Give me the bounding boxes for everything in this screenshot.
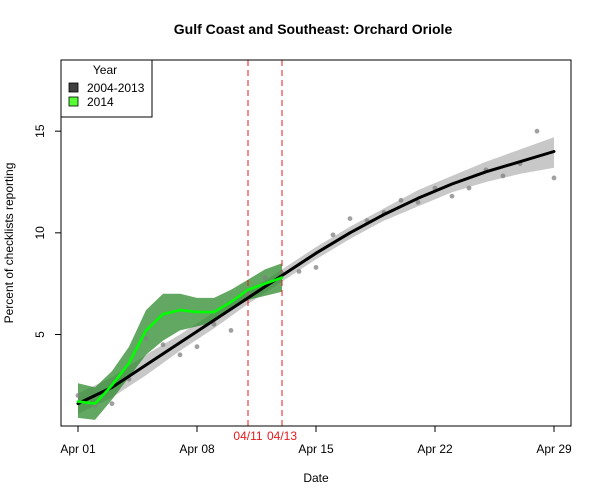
y-tick-label: 10 [33, 226, 47, 240]
data-point [466, 185, 472, 191]
data-point [245, 291, 251, 297]
data-point [160, 342, 166, 348]
ref-line-label: 04/11 [233, 429, 262, 443]
data-point [551, 175, 557, 181]
x-axis-label: Date [303, 471, 329, 485]
reference-lines: 04/11 04/13 [233, 60, 297, 443]
y-axis: 5 10 15 [33, 124, 61, 338]
x-tick-label: Apr 15 [298, 442, 334, 456]
legend-label-2014: 2014 [87, 95, 114, 109]
series-line-2004-2013 [76, 150, 556, 406]
data-point [500, 173, 506, 179]
data-point [534, 128, 540, 134]
x-tick-label: Apr 08 [179, 442, 215, 456]
x-tick-label: Apr 01 [60, 442, 96, 456]
x-axis: Apr 01 Apr 08 Apr 15 Apr 22 Apr 29 [60, 426, 572, 456]
series-line-2014 [76, 276, 284, 405]
data-point [228, 328, 234, 333]
x-tick-label: Apr 29 [536, 442, 572, 456]
legend-swatch-2014 [68, 96, 79, 107]
chart-title: Gulf Coast and Southeast: Orchard Oriole [174, 21, 453, 37]
data-point [347, 216, 353, 222]
legend-label-2004-2013: 2004-2013 [87, 81, 145, 95]
data-point [194, 344, 200, 350]
data-point [75, 393, 81, 398]
data-point [398, 197, 404, 203]
band-2004-2013 [78, 137, 554, 414]
confidence-bands [78, 137, 554, 420]
data-point [296, 269, 302, 274]
y-tick-label: 5 [33, 331, 47, 338]
data-point [109, 401, 115, 407]
legend-swatch-2004-2013 [68, 82, 79, 93]
data-point [449, 193, 455, 199]
data-point [330, 232, 336, 238]
series-lines [76, 150, 556, 406]
x-tick-label: Apr 22 [417, 442, 453, 456]
data-point [313, 265, 319, 270]
ref-line-label: 04/13 [267, 429, 297, 443]
data-point [262, 275, 268, 280]
legend: Year 2004-2013 2014 [60, 59, 153, 118]
data-point [415, 199, 421, 205]
y-axis-label: Percent of checklists reporting [2, 163, 16, 324]
data-point [177, 352, 183, 358]
data-point [211, 321, 217, 327]
data-point [143, 336, 149, 341]
legend-title: Year [93, 63, 117, 77]
y-tick-label: 15 [33, 124, 47, 138]
